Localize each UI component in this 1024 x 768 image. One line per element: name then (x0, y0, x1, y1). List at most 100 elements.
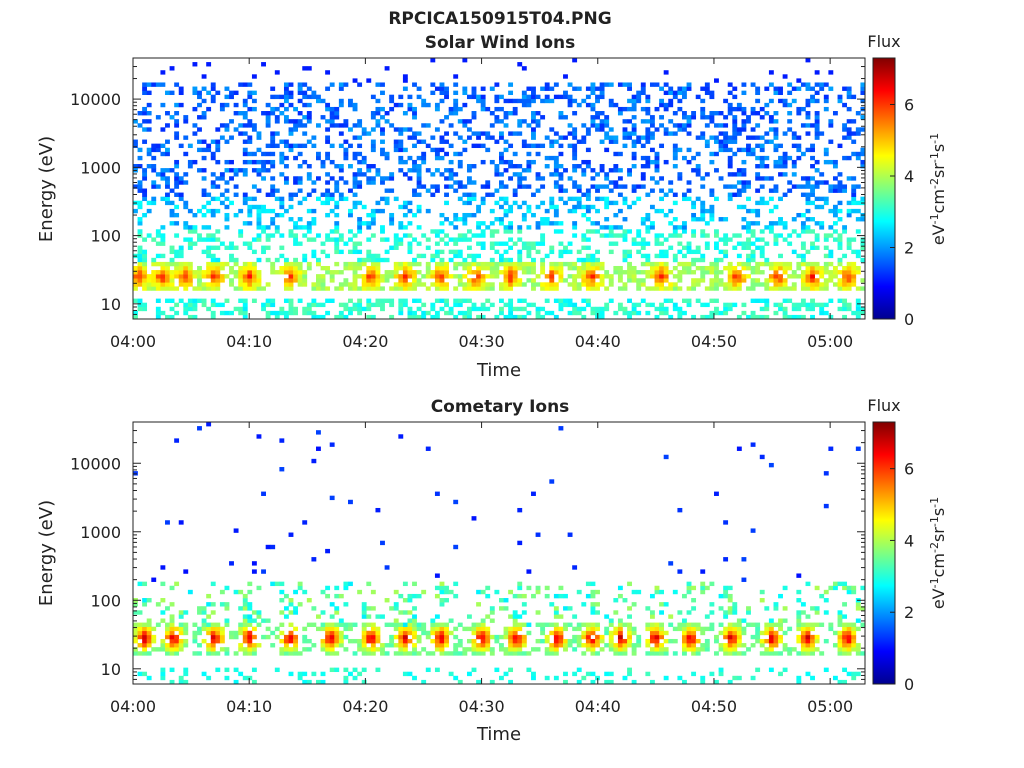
spectrogram-cell (380, 127, 385, 132)
spectrogram-cell (325, 70, 331, 75)
spectrogram-cell (416, 651, 422, 656)
spectrogram-cell (251, 569, 257, 574)
spectrogram-cell (576, 282, 582, 287)
spectrogram-cell (210, 196, 216, 202)
spectrogram-cell (563, 679, 568, 685)
spectrogram-cell (526, 585, 532, 591)
spectrogram-cell (384, 176, 390, 181)
spectrogram-cell (508, 278, 514, 283)
spectrogram-cell (604, 630, 610, 636)
spectrogram-cell (393, 602, 399, 607)
spectrogram-cell (320, 647, 326, 652)
spectrogram-cell (677, 90, 683, 96)
spectrogram-cell (201, 638, 207, 644)
spectrogram-cell (810, 651, 815, 656)
spectrogram-cell (736, 168, 742, 173)
spectrogram-cell (521, 282, 527, 287)
spectrogram-cell (691, 643, 697, 648)
spectrogram-cell (462, 282, 468, 287)
spectrogram-cell (732, 602, 738, 607)
spectrogram-cell (174, 221, 180, 226)
spectrogram-cell (837, 298, 843, 303)
spectrogram-cell (540, 217, 546, 222)
spectrogram-cell (617, 626, 623, 632)
spectrogram-cell (837, 245, 843, 250)
spectrogram-cell (169, 651, 175, 656)
spectrogram-cell (434, 188, 440, 193)
spectrogram-cell (183, 270, 189, 275)
spectrogram-cell (604, 172, 610, 177)
spectrogram-cell (526, 249, 532, 255)
spectrogram-cell (393, 127, 399, 132)
spectrogram-cell (828, 123, 834, 128)
spectrogram-cell (608, 127, 614, 132)
spectrogram-cell (434, 638, 440, 644)
spectrogram-cell (567, 102, 573, 108)
spectrogram-cell (338, 123, 344, 128)
spectrogram-cell (823, 98, 829, 104)
spectrogram-cell (261, 204, 266, 210)
spectrogram-cell (178, 675, 184, 681)
spectrogram-cell (370, 208, 376, 214)
spectrogram-cell (700, 675, 706, 681)
spectrogram-cell (800, 212, 806, 218)
spectrogram-cell (133, 282, 138, 287)
spectrogram-cell (279, 306, 285, 312)
spectrogram-cell (352, 176, 358, 181)
spectrogram-cell (572, 143, 578, 149)
spectrogram-cell (736, 622, 742, 627)
spectrogram-cell (137, 274, 143, 279)
spectrogram-cell (608, 229, 614, 234)
spectrogram-cell (494, 589, 500, 595)
spectrogram-cell (489, 282, 495, 287)
spectrogram-cell (823, 638, 829, 644)
spectrogram-cell (814, 610, 820, 615)
spectrogram-cell (242, 675, 248, 681)
spectrogram-cell (741, 188, 747, 193)
spectrogram-cell (544, 593, 550, 599)
spectrogram-cell (682, 270, 687, 275)
spectrogram-cell (137, 265, 143, 271)
spectrogram-cell (261, 159, 266, 165)
spectrogram-cell (311, 286, 317, 291)
spectrogram-cell (489, 257, 495, 263)
spectrogram-cell (352, 135, 358, 140)
spectrogram-cell (462, 265, 468, 271)
spectrogram-cell (746, 314, 751, 320)
spectrogram-cell (814, 119, 820, 124)
spectrogram-cell (311, 671, 317, 677)
spectrogram-cell (247, 286, 253, 291)
spectrogram-cell (787, 155, 793, 161)
spectrogram-cell (201, 168, 207, 173)
spectrogram-cell (471, 282, 477, 287)
colorbar-title-solar-wind: Flux (867, 32, 900, 51)
spectrogram-cell (210, 155, 216, 161)
spectrogram-cell (334, 115, 340, 120)
spectrogram-cell (823, 302, 829, 308)
spectrogram-cell (251, 647, 257, 652)
spectrogram-cell (425, 208, 431, 214)
spectrogram-cell (700, 270, 706, 275)
spectrogram-cell (805, 131, 811, 136)
spectrogram-cell (796, 106, 802, 112)
spectrogram-cell (764, 606, 770, 611)
spectrogram-cell (361, 257, 367, 263)
spectrogram-cell (279, 102, 285, 108)
spectrogram-cell (215, 147, 221, 153)
spectrogram-cell (608, 225, 614, 230)
spectrogram-cell (137, 111, 143, 116)
spectrogram-cell (572, 164, 578, 169)
spectrogram-cell (183, 225, 189, 230)
y-tick-label: 100 (90, 227, 121, 246)
spectrogram-cell (265, 123, 271, 128)
spectrogram-cell (800, 192, 806, 197)
spectrogram-cell (210, 274, 216, 279)
spectrogram-cell (499, 180, 504, 185)
spectrogram-cell (174, 270, 180, 275)
spectrogram-cell (855, 306, 861, 312)
spectrogram-cell (380, 90, 385, 96)
spectrogram-cell (219, 638, 225, 644)
spectrogram-cell (517, 306, 523, 312)
spectrogram-cell (535, 314, 541, 320)
spectrogram-cell (663, 454, 669, 460)
